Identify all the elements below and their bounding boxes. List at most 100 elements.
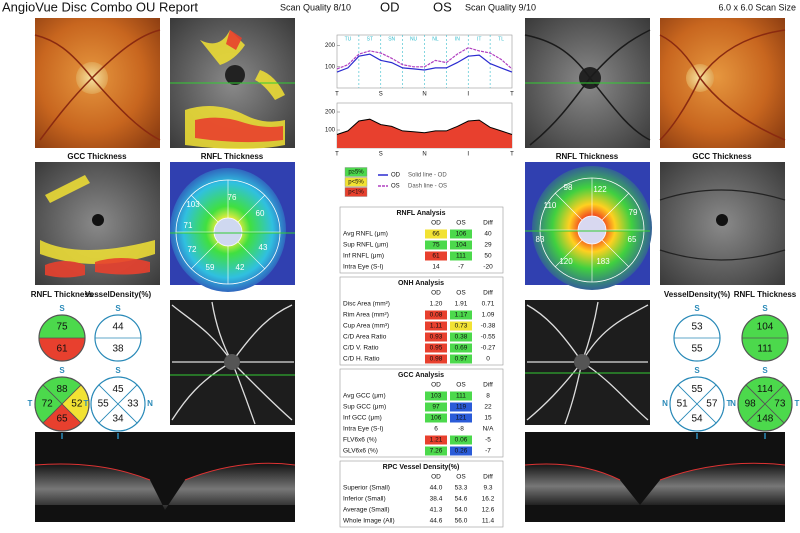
cell-value: -0.27 bbox=[481, 345, 496, 352]
orientation-label: N bbox=[147, 399, 153, 408]
sector-value: 60 bbox=[256, 209, 265, 218]
circle-title: VesselDensity(%) bbox=[664, 290, 731, 299]
cell-value: 0 bbox=[486, 356, 490, 363]
cell-value: 1.21 bbox=[430, 437, 443, 444]
sector-value: 98 bbox=[745, 399, 757, 410]
cell-status bbox=[425, 391, 447, 401]
hemi-value: 104 bbox=[757, 322, 774, 333]
image-title: RNFL Thickness bbox=[201, 152, 264, 161]
cell-value: 0.06 bbox=[455, 437, 468, 444]
deviation-area bbox=[337, 119, 512, 148]
row-label: Avg GCC (μm) bbox=[343, 393, 386, 400]
table-header: OS bbox=[456, 474, 466, 481]
cell-value: 44.6 bbox=[430, 518, 443, 525]
legend-label: p<1% bbox=[348, 190, 364, 196]
hemi-value: 111 bbox=[757, 344, 773, 355]
x-tick-label: I bbox=[467, 152, 469, 158]
cell-status bbox=[450, 240, 472, 250]
cell-value: 8 bbox=[486, 393, 490, 400]
cell-value: 0.93 bbox=[430, 334, 443, 341]
cell-value: 119 bbox=[456, 404, 467, 411]
cell-status bbox=[425, 310, 447, 320]
cell-value: -0.55 bbox=[481, 334, 496, 341]
cell-value: 22 bbox=[484, 404, 492, 411]
row-label: FLV6x6 (%) bbox=[343, 437, 377, 444]
table-header: OS bbox=[456, 290, 466, 297]
cell-value: 54.6 bbox=[455, 496, 468, 503]
sector-value: 76 bbox=[228, 193, 237, 202]
y-tick-label: 100 bbox=[325, 64, 336, 70]
orientation-label: S bbox=[762, 366, 768, 375]
cell-value: 0.73 bbox=[455, 323, 468, 330]
scan-size: 6.0 x 6.0 Scan Size bbox=[718, 2, 796, 12]
cell-status bbox=[450, 332, 472, 342]
orientation-label: S bbox=[694, 366, 700, 375]
sector-value: 88 bbox=[56, 384, 68, 395]
legend-eye: OS bbox=[391, 184, 400, 190]
cell-status bbox=[425, 354, 447, 364]
sector-value: 83 bbox=[536, 235, 545, 244]
cell-value: -20 bbox=[483, 264, 493, 271]
x-tick-label: N bbox=[422, 152, 426, 158]
sector-value: 114 bbox=[757, 384, 773, 395]
cell-value: 66 bbox=[432, 231, 440, 238]
cell-value: 41.3 bbox=[430, 507, 443, 514]
hemi-top bbox=[742, 315, 788, 338]
table-header: OD bbox=[431, 290, 441, 297]
hemi-bottom bbox=[95, 338, 141, 361]
table-title: GCC Analysis bbox=[398, 372, 444, 379]
row-label: Inf GCC (μm) bbox=[343, 415, 382, 422]
hemi-value: 53 bbox=[691, 322, 703, 333]
legend-text: Solid line - OD bbox=[408, 173, 447, 179]
scan-quality-od: Scan Quality 8/10 bbox=[280, 2, 351, 12]
cell-value: 111 bbox=[456, 253, 466, 260]
profile-line bbox=[336, 118, 513, 135]
cell-value: 29 bbox=[484, 242, 492, 249]
x-tick-label: S bbox=[379, 92, 383, 98]
hemi-value: 38 bbox=[112, 344, 124, 355]
hemi-value: 61 bbox=[56, 344, 68, 355]
cell-status bbox=[450, 321, 472, 331]
circle-outline bbox=[34, 376, 90, 432]
table-frame bbox=[339, 206, 504, 274]
sector-value: 33 bbox=[127, 399, 139, 410]
image-title: GCC Thickness bbox=[67, 152, 127, 161]
x-tick-label: T bbox=[335, 92, 339, 98]
sector-label: NL bbox=[432, 36, 439, 42]
cell-value: 1.11 bbox=[430, 323, 443, 330]
scan-quality-os: Scan Quality 9/10 bbox=[465, 2, 536, 12]
cell-value: 97 bbox=[432, 404, 440, 411]
cell-value: 56.0 bbox=[455, 518, 468, 525]
cell-status bbox=[450, 310, 472, 320]
table-header: OS bbox=[456, 220, 466, 227]
cell-status bbox=[425, 321, 447, 331]
sector-label: SN bbox=[388, 36, 395, 42]
cell-value: 0.95 bbox=[430, 345, 443, 352]
cell-status bbox=[450, 229, 472, 239]
sector-value: 52 bbox=[71, 399, 83, 410]
cell-value: 0.38 bbox=[455, 334, 468, 341]
sector-value: 103 bbox=[186, 200, 200, 209]
sector-value: 57 bbox=[706, 399, 718, 410]
cell-value: 50 bbox=[484, 253, 492, 260]
row-label: Whole Image (All) bbox=[343, 518, 395, 525]
sector-value: 73 bbox=[774, 399, 786, 410]
row-label: Sup GCC (μm) bbox=[343, 404, 386, 411]
row-label: Avg RNFL (μm) bbox=[343, 231, 388, 238]
cell-status bbox=[450, 446, 472, 456]
table-frame bbox=[339, 368, 504, 458]
x-tick-label: I bbox=[467, 92, 469, 98]
circle-title: VesselDensity(%) bbox=[85, 290, 152, 299]
sector-value: 98 bbox=[564, 183, 573, 192]
cell-value: 53.3 bbox=[455, 485, 468, 492]
row-label: C/D H. Ratio bbox=[343, 356, 380, 363]
profile-line bbox=[336, 47, 513, 70]
circle-title: RNFL Thickness bbox=[734, 290, 797, 299]
circle-outline bbox=[669, 376, 725, 432]
cell-value: 11.4 bbox=[482, 518, 495, 525]
cell-value: 38.4 bbox=[430, 496, 443, 503]
cell-value: 1.09 bbox=[482, 312, 495, 319]
legend-label: p<5% bbox=[348, 180, 364, 186]
table-title: ONH Analysis bbox=[398, 280, 444, 287]
